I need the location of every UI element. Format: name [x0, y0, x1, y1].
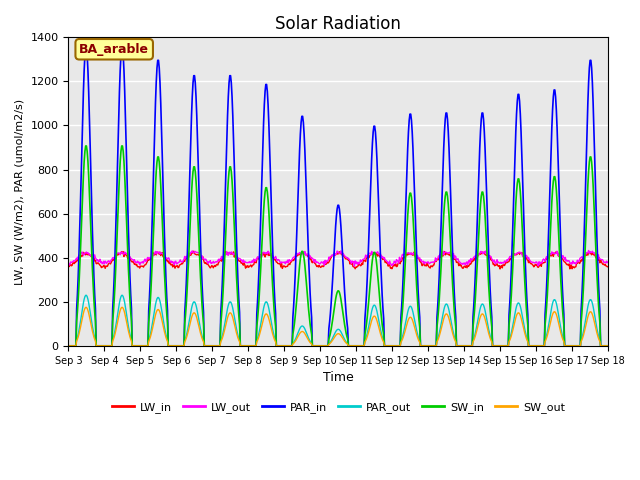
Legend: LW_in, LW_out, PAR_in, PAR_out, SW_in, SW_out: LW_in, LW_out, PAR_in, PAR_out, SW_in, S… [108, 397, 569, 418]
PAR_in [74, 275, 82, 280]
SW_in [74, 297, 82, 303]
LW_out [585, 248, 593, 253]
PAR_in [420, 343, 428, 348]
PAR_in [404, 129, 412, 135]
SW_out [74, 334, 82, 340]
Text: BA_arable: BA_arable [79, 43, 149, 56]
PAR_in [131, 343, 138, 348]
PAR_in [186, 189, 193, 195]
SW_in [65, 343, 72, 348]
PAR_out [420, 343, 428, 348]
LW_out [185, 250, 193, 255]
SW_out [131, 343, 138, 348]
SW_out [186, 324, 193, 330]
SW_in [82, 143, 90, 149]
PAR_out [604, 343, 612, 348]
Title: Solar Radiation: Solar Radiation [275, 15, 401, 33]
SW_out [65, 343, 72, 348]
SW_in [420, 343, 428, 348]
SW_out [214, 343, 221, 348]
LW_out [213, 259, 221, 265]
LW_out [404, 250, 412, 256]
PAR_out [65, 343, 72, 348]
LW_in [190, 248, 198, 254]
X-axis label: Time: Time [323, 371, 354, 384]
LW_in [65, 263, 72, 269]
LW_in [604, 264, 612, 269]
SW_out [420, 343, 428, 348]
PAR_out [131, 343, 138, 348]
LW_in [185, 254, 193, 260]
Line: SW_in: SW_in [68, 146, 608, 346]
PAR_in [82, 44, 90, 50]
SW_in [131, 343, 138, 348]
LW_out [420, 261, 428, 267]
LW_out [130, 258, 138, 264]
SW_out [404, 317, 412, 323]
LW_out [604, 260, 612, 265]
SW_in [214, 343, 221, 348]
Line: PAR_out: PAR_out [68, 295, 608, 346]
PAR_out [404, 306, 412, 312]
SW_in [404, 202, 412, 208]
PAR_out [186, 318, 193, 324]
LW_in [420, 260, 428, 266]
PAR_out [214, 343, 221, 348]
LW_in [74, 258, 82, 264]
SW_out [604, 343, 612, 348]
PAR_in [65, 343, 72, 348]
Line: SW_out: SW_out [68, 307, 608, 346]
SW_out [82, 304, 90, 310]
PAR_in [214, 343, 221, 348]
PAR_in [604, 343, 612, 348]
Line: LW_in: LW_in [68, 251, 608, 269]
SW_in [604, 343, 612, 348]
Line: LW_out: LW_out [68, 251, 608, 266]
LW_in [404, 250, 412, 256]
LW_out [65, 260, 72, 266]
Y-axis label: LW, SW (W/m2), PAR (umol/m2/s): LW, SW (W/m2), PAR (umol/m2/s) [15, 98, 25, 285]
LW_out [74, 256, 82, 262]
PAR_out [74, 331, 82, 337]
LW_in [130, 260, 138, 265]
LW_in [214, 262, 221, 268]
PAR_out [82, 292, 90, 298]
LW_in [496, 266, 504, 272]
SW_in [186, 241, 193, 247]
LW_out [351, 264, 358, 269]
Line: PAR_in: PAR_in [68, 47, 608, 346]
